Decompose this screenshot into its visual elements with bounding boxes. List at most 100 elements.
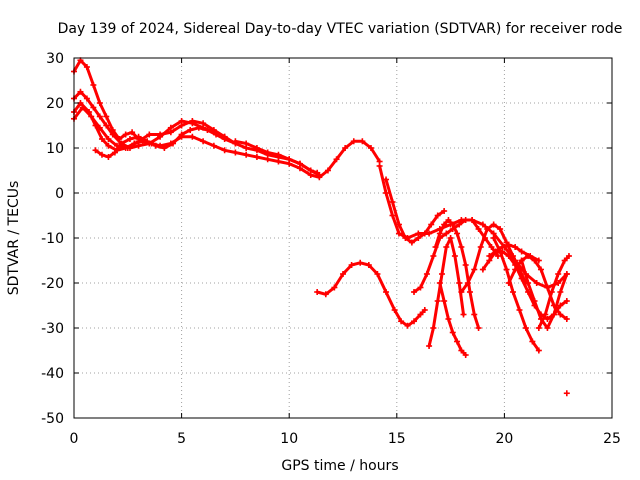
y-tick-label: 0 [55,186,64,202]
chart-title: Day 139 of 2024, Sidereal Day-to-day VTE… [58,21,623,37]
data-point [105,154,112,160]
x-tick-label: 10 [280,431,298,447]
data-point [451,253,458,259]
series-arc18 [518,257,570,331]
data-point [243,151,250,158]
data-point [525,280,532,286]
data-point [542,311,549,318]
data-series [71,57,572,397]
data-point [122,131,129,138]
y-axis-label: SDTVAR / TECUs [6,181,22,296]
series-arc13 [436,280,469,358]
data-point [510,289,517,295]
y-tick-label: -30 [41,321,64,337]
grid-lines [74,58,612,418]
series-arc20 [486,241,542,264]
data-point [544,284,551,291]
data-point [178,131,185,138]
series-line [315,261,427,328]
data-point [557,289,564,295]
data-point [391,307,398,313]
data-point [458,289,465,295]
data-point [98,151,105,158]
data-point [376,163,383,169]
series-line [492,236,541,352]
series-line [72,101,382,179]
data-point [357,259,364,266]
data-point [535,347,542,354]
data-point [383,289,390,295]
data-point [348,262,355,268]
data-point [152,142,159,149]
data-point [441,221,448,228]
data-point [426,343,433,349]
y-tick-label: 30 [46,51,64,67]
data-point [286,156,293,163]
data-point [432,244,439,250]
data-point [557,302,564,309]
data-point [479,221,486,228]
data-point [522,325,529,331]
data-point [169,140,176,147]
data-point [324,167,331,174]
data-point [395,221,402,228]
data-point [88,113,95,120]
data-point [415,235,422,241]
data-point [555,271,562,277]
data-point [92,147,99,154]
data-point [111,149,118,156]
series-arc5 [71,104,239,151]
series-line [384,178,446,244]
data-point [561,257,568,264]
data-point [565,253,572,259]
data-point [475,325,482,331]
data-point [428,221,435,228]
data-point [210,142,217,149]
data-point [135,138,142,145]
x-axis-label: GPS time / hours [281,458,398,474]
data-point [458,244,465,250]
data-point [443,244,450,250]
data-point [544,316,551,322]
data-point [436,230,443,237]
data-point [505,241,512,248]
data-point [503,266,510,273]
data-point [200,138,207,145]
data-point [454,230,461,237]
data-point [395,230,402,237]
data-point [79,104,86,111]
data-point [469,217,476,223]
data-point [434,212,441,219]
data-point [83,95,90,102]
data-point [518,248,525,255]
data-point [126,136,133,142]
data-point [505,253,512,259]
series-arc12 [432,217,482,331]
data-point [443,230,450,237]
data-point [365,262,372,268]
data-point [484,226,491,232]
series-arc14 [458,221,529,295]
series-arc16 [490,235,542,354]
data-point [232,149,239,156]
data-point [307,167,314,174]
data-point [445,316,452,322]
data-point [471,311,478,318]
data-point [103,122,110,129]
series-outlier [563,390,570,397]
series-arc8 [383,176,448,246]
data-point [533,280,540,286]
data-point [531,298,538,304]
data-point [105,142,112,149]
x-tick-label: 0 [70,431,79,447]
data-point [90,82,97,88]
data-point [417,311,424,318]
series-arc9 [314,259,428,329]
data-point [210,127,217,133]
data-point [479,266,486,273]
data-point [340,271,346,277]
series-arc1 [71,57,142,142]
data-point [77,88,84,95]
data-point [374,271,381,277]
data-point [114,142,121,149]
